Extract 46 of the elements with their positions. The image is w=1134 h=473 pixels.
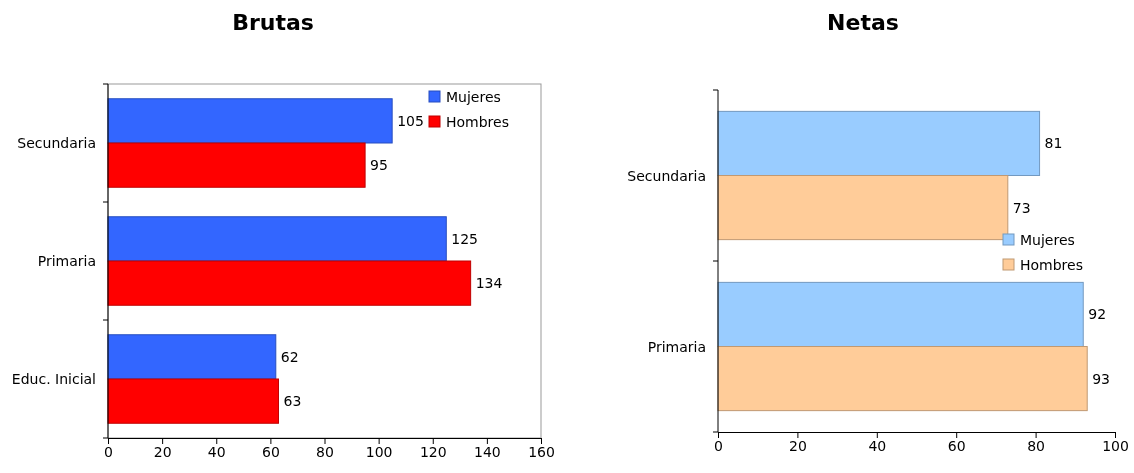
x-tick-label: 0 <box>104 443 113 460</box>
bar <box>107 216 447 262</box>
y-tick-label: Primaria <box>647 338 706 355</box>
legend-label: Mujeres <box>1020 232 1075 248</box>
bar <box>107 260 472 306</box>
legend-label: Hombres <box>446 114 509 130</box>
bar <box>717 175 1009 241</box>
bar <box>107 334 277 380</box>
x-tick-label: 60 <box>261 443 280 460</box>
data-label: 62 <box>280 348 299 365</box>
x-tick-label: 20 <box>153 443 172 460</box>
bar <box>107 142 366 188</box>
data-label: 95 <box>370 157 388 174</box>
x-tick-label: 120 <box>419 443 447 460</box>
data-label: 134 <box>475 275 503 292</box>
chart-title: Brutas <box>232 10 314 35</box>
x-tick-label: 160 <box>528 443 555 460</box>
x-tick-label: 100 <box>365 443 393 460</box>
data-label: 125 <box>451 230 479 247</box>
legend-label: Hombres <box>1020 257 1083 273</box>
bar <box>107 378 279 424</box>
x-tick-label: 80 <box>1027 437 1046 454</box>
data-label: 92 <box>1088 306 1107 323</box>
legend-label: Mujeres <box>446 89 501 105</box>
x-tick-label: 0 <box>714 437 723 454</box>
x-tick-label: 100 <box>1102 437 1129 454</box>
y-tick-label: Secundaria <box>627 167 706 184</box>
chart-title: Netas <box>827 10 899 35</box>
x-tick-label: 60 <box>947 437 966 454</box>
x-tick-label: 140 <box>474 443 501 460</box>
x-tick-label: 40 <box>207 443 226 460</box>
x-tick-label: 40 <box>868 437 887 454</box>
data-label: 81 <box>1044 135 1063 152</box>
bar <box>107 98 393 144</box>
data-label: 73 <box>1012 199 1031 216</box>
x-tick-label: 80 <box>316 443 334 460</box>
y-tick-label: Secundaria <box>17 135 96 151</box>
y-tick-label: Primaria <box>37 253 96 269</box>
y-tick-label: Educ. Inicial <box>11 371 96 387</box>
data-label: 63 <box>283 393 302 410</box>
bar <box>717 110 1041 176</box>
bar <box>717 346 1088 412</box>
x-tick-label: 20 <box>788 437 807 454</box>
bar <box>717 281 1084 347</box>
data-label: 105 <box>397 112 424 129</box>
data-label: 93 <box>1092 370 1111 387</box>
